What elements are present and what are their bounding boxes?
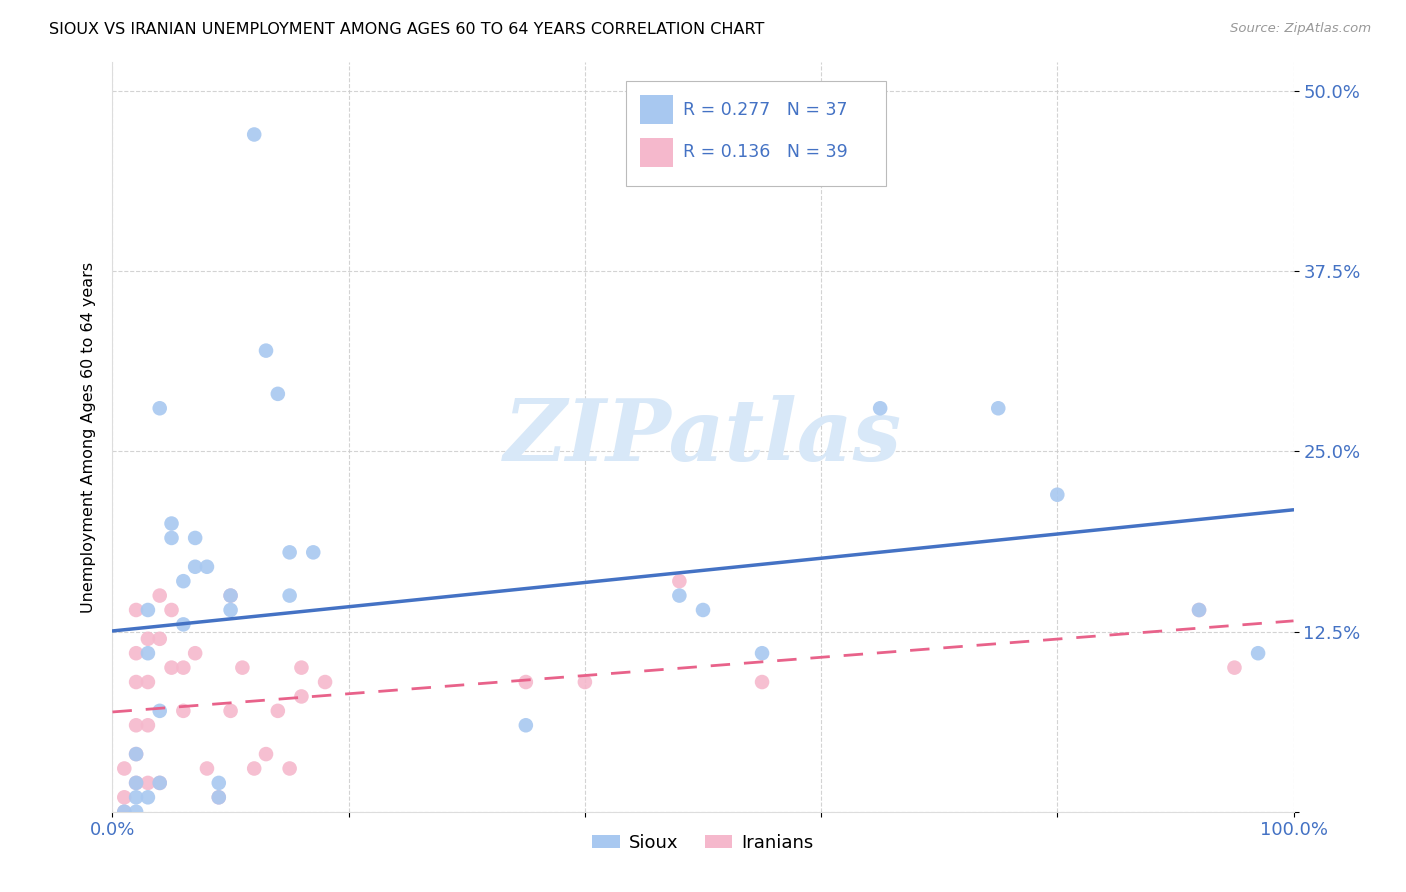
Point [278,762,301,776]
Point [136,603,159,617]
Point [172,574,194,589]
Point [149,776,172,790]
Y-axis label: Unemployment Among Ages 60 to 64 years: Unemployment Among Ages 60 to 64 years [80,261,96,613]
Point [160,660,183,674]
Text: R = 0.136   N = 39: R = 0.136 N = 39 [683,144,848,161]
Point [290,690,312,704]
Text: SIOUX VS IRANIAN UNEMPLOYMENT AMONG AGES 60 TO 64 YEARS CORRELATION CHART: SIOUX VS IRANIAN UNEMPLOYMENT AMONG AGES… [49,22,765,37]
Point [125,747,148,761]
Point [219,589,242,603]
Point [112,762,135,776]
Point [574,675,596,690]
Point [149,704,172,718]
Point [1188,603,1211,617]
Point [314,675,336,690]
Point [125,776,148,790]
Point [208,790,231,805]
Point [172,704,194,718]
Point [208,776,231,790]
Point [243,762,266,776]
FancyBboxPatch shape [626,81,886,186]
Point [254,747,277,761]
Point [208,790,231,805]
Point [125,790,148,805]
Point [751,675,773,690]
Point [136,790,159,805]
Point [149,589,172,603]
Point [125,675,148,690]
Point [184,646,207,660]
Point [195,559,218,574]
Point [515,675,537,690]
Point [219,603,242,617]
Point [149,401,172,416]
Point [112,790,135,805]
Point [243,128,266,142]
Point [290,660,312,674]
Point [184,559,207,574]
Point [302,545,325,559]
Point [125,718,148,732]
Point [668,574,690,589]
Point [149,776,172,790]
FancyBboxPatch shape [640,138,673,167]
Text: ZIPatlas: ZIPatlas [503,395,903,479]
Point [987,401,1010,416]
Point [136,718,159,732]
Point [136,646,159,660]
Point [112,805,135,819]
Point [125,776,148,790]
Point [278,545,301,559]
Point [1223,660,1246,674]
Text: Source: ZipAtlas.com: Source: ZipAtlas.com [1230,22,1371,36]
Legend: Sioux, Iranians: Sioux, Iranians [585,827,821,859]
Point [1247,646,1270,660]
Point [1046,488,1069,502]
Point [267,704,290,718]
Text: R = 0.277   N = 37: R = 0.277 N = 37 [683,101,848,119]
Point [219,704,242,718]
Point [149,632,172,646]
Point [219,589,242,603]
Point [267,387,290,401]
Point [112,805,135,819]
Point [278,589,301,603]
Point [172,617,194,632]
Point [231,660,253,674]
Point [136,776,159,790]
Point [751,646,773,660]
FancyBboxPatch shape [640,95,673,124]
Point [125,747,148,761]
Point [668,589,690,603]
Point [692,603,714,617]
Point [869,401,891,416]
Point [254,343,277,358]
Point [195,762,218,776]
Point [125,646,148,660]
Point [1188,603,1211,617]
Point [136,632,159,646]
Point [125,603,148,617]
Point [136,675,159,690]
Point [172,660,194,674]
Point [125,805,148,819]
Point [160,516,183,531]
Point [515,718,537,732]
Point [184,531,207,545]
Point [160,603,183,617]
Point [160,531,183,545]
